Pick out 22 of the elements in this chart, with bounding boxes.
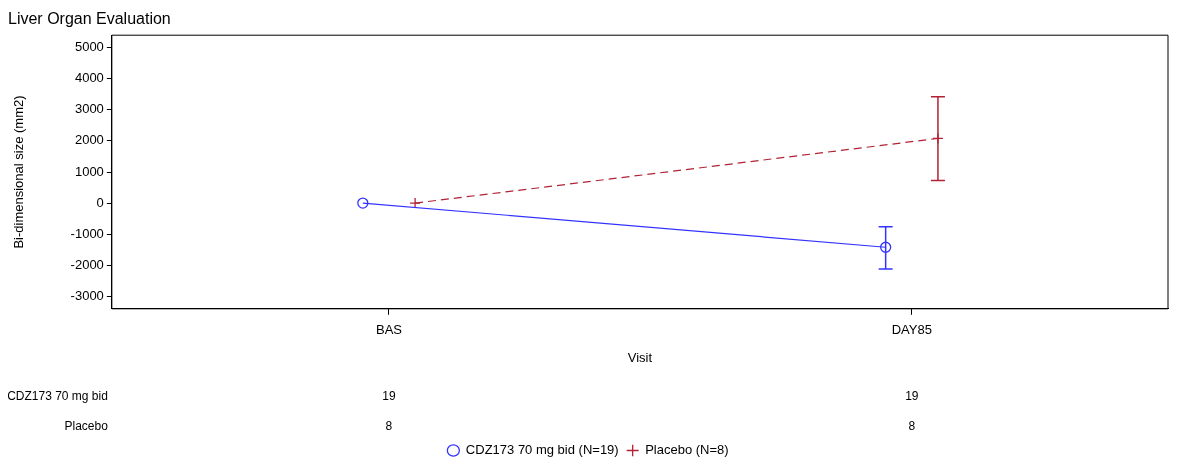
y-tick-label: -3000: [70, 287, 104, 303]
legend-label: Placebo (N=8): [645, 442, 729, 458]
y-tick-label: 2000: [74, 132, 104, 148]
y-tick-label: 0: [96, 194, 104, 210]
text: CDZ173 70 mg bid: [7, 389, 108, 404]
y-tick-label: 3000: [74, 101, 104, 117]
text: 8: [385, 419, 393, 434]
x-tick-label: BAS: [375, 322, 403, 338]
y-axis-title: Bi-dimensional size (mm2): [11, 95, 27, 249]
y-tick-label: -1000: [70, 225, 104, 241]
text: Placebo: [64, 419, 109, 434]
text: 8: [908, 419, 916, 434]
y-tick-label: 4000: [74, 70, 104, 86]
y-tick-label: 1000: [74, 163, 104, 179]
x-tick-label: DAY85: [891, 322, 932, 338]
text: 19: [905, 389, 919, 404]
text: 19: [382, 389, 396, 404]
y-tick-label: 5000: [74, 39, 104, 55]
chart-title: Liver Organ Evaluation: [8, 10, 171, 28]
x-axis-title: Visit: [627, 349, 653, 365]
legend-label: CDZ173 70 mg bid (N=19): [465, 442, 619, 458]
y-tick-label: -2000: [70, 256, 104, 272]
